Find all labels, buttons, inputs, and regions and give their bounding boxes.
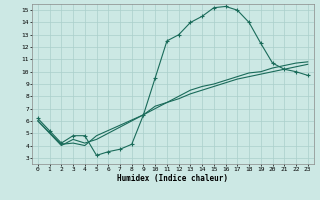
X-axis label: Humidex (Indice chaleur): Humidex (Indice chaleur) (117, 174, 228, 183)
